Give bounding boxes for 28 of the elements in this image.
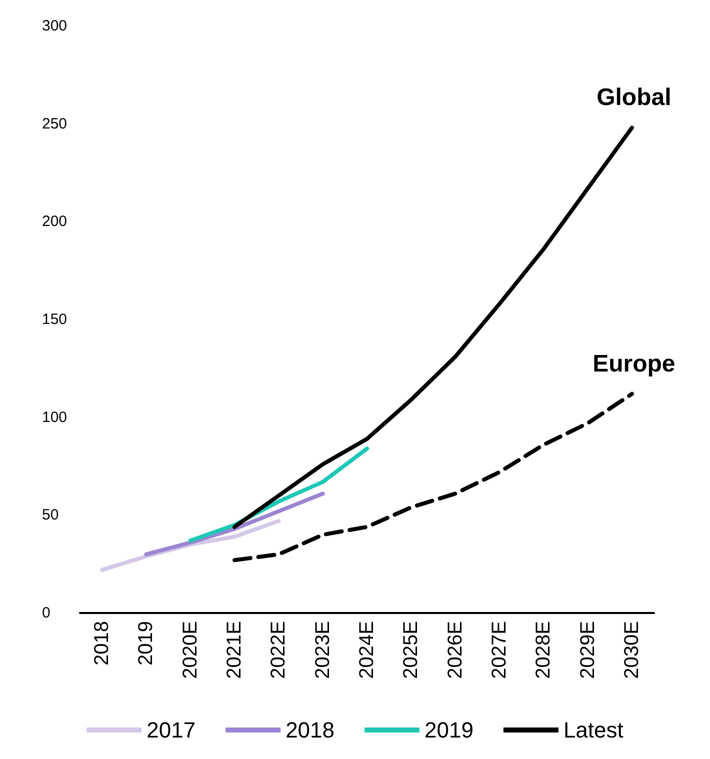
- legend-label: 2019: [424, 718, 474, 742]
- x-tick-label: 2025E: [400, 621, 422, 679]
- x-tick-label: 2026E: [444, 621, 466, 679]
- x-tick-label: 2020E: [179, 621, 202, 679]
- x-tick-label: 2028E: [532, 621, 555, 679]
- y-tick-label: 100: [42, 408, 68, 426]
- y-tick-label: 50: [42, 506, 59, 524]
- line-series: [144, 492, 325, 556]
- x-tick-label: 2021E: [224, 621, 246, 679]
- legend-label: 2017: [146, 718, 196, 742]
- x-tick-label: 2018: [91, 621, 114, 666]
- legend-label: 2018: [286, 718, 335, 742]
- x-tick-label: 2023E: [312, 621, 334, 679]
- y-tick-label: 0: [42, 604, 50, 622]
- line-series: [232, 392, 634, 562]
- y-tick-label: 300: [42, 18, 68, 34]
- x-tick-label: 2029E: [576, 621, 599, 679]
- x-tick-label: 2019: [135, 621, 158, 666]
- x-tick-label: 2022E: [268, 621, 290, 679]
- legend-label: Latest: [563, 718, 624, 742]
- x-tick-label: 2024E: [356, 621, 378, 679]
- y-tick-label: 200: [42, 213, 68, 230]
- x-tick-label: 2027E: [488, 621, 510, 679]
- annotation: Europe: [592, 350, 676, 378]
- x-tick-label: 2030E: [620, 621, 643, 679]
- y-tick-label: 250: [42, 115, 68, 132]
- annotation: Global: [596, 84, 672, 112]
- y-tick-label: 150: [42, 311, 68, 328]
